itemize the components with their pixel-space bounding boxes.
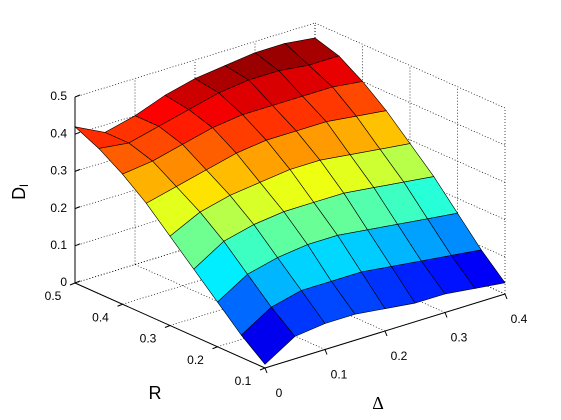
z-tick — [74, 280, 81, 284]
x-tick — [444, 312, 448, 318]
z-axis-label: Dl — [9, 184, 31, 200]
y-axis-label: R — [149, 383, 162, 403]
z-axis-label-main: D — [9, 187, 29, 200]
x-tick — [324, 349, 328, 355]
y-tick-label: 0.4 — [92, 310, 109, 324]
z-tick — [74, 243, 81, 247]
y-tick — [212, 346, 218, 350]
z-tick — [74, 168, 81, 172]
x-tick-label: 0.1 — [331, 368, 348, 382]
y-tick — [69, 282, 76, 286]
surface-patch — [240, 306, 296, 365]
x-axis-label: Δ — [372, 393, 384, 413]
x-tick — [384, 330, 388, 337]
z-tick-label: 0.5 — [50, 89, 67, 103]
z-axis-label-subscript: l — [17, 184, 31, 187]
x-tick-label: 0.2 — [391, 349, 408, 363]
z-tick — [74, 94, 81, 98]
y-tick — [164, 325, 171, 328]
z-tick-label: 0 — [60, 275, 67, 289]
z-tick-label: 0.2 — [50, 201, 67, 215]
x-tick-label: 0.3 — [451, 331, 468, 345]
x-tick — [264, 367, 268, 374]
y-tick-label: 0.3 — [140, 332, 157, 346]
z-tick — [74, 131, 81, 135]
y-tick-label: 0.1 — [235, 374, 252, 388]
z-tick-label: 0.1 — [50, 238, 67, 252]
axes: 00.10.20.30.40.10.20.30.40.500.10.20.30.… — [45, 89, 528, 400]
x-tick-label: 0.4 — [511, 312, 528, 326]
z-tick — [74, 206, 81, 210]
y-tick-label: 0.2 — [187, 353, 204, 367]
z-tick-label: 0.4 — [50, 126, 67, 140]
y-tick-label: 0.5 — [45, 289, 62, 303]
y-tick — [259, 367, 266, 371]
x-tick-label: 0 — [276, 386, 283, 400]
surface — [74, 37, 506, 365]
x-tick — [504, 293, 508, 300]
z-tick-label: 0.3 — [50, 164, 67, 178]
y-tick — [117, 303, 123, 307]
